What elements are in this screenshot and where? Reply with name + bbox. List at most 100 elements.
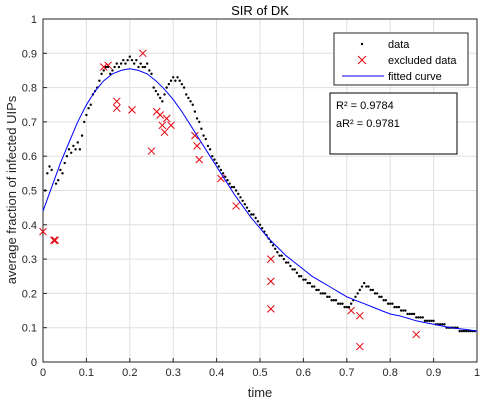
legend: data excluded data fitted curve — [333, 32, 469, 86]
data-point — [421, 316, 424, 319]
x-axis: 0 0.1 0.2 0.3 0.4 0.5 0.6 0.7 0.8 0.9 1 — [40, 358, 480, 379]
data-point — [122, 58, 125, 62]
data-point — [180, 82, 184, 86]
excluded-point — [195, 155, 204, 164]
data-point — [172, 76, 175, 79]
excluded-point — [193, 142, 201, 150]
stats-box: R² = 0.9784 aR² = 0.9781 — [329, 92, 458, 155]
data-point — [193, 110, 197, 113]
data-point — [111, 69, 114, 72]
x-tick-label: 0.8 — [383, 367, 398, 379]
y-tick-label: 0 — [31, 357, 37, 369]
data-point — [282, 257, 286, 261]
data-point — [373, 292, 377, 295]
y-tick-label: 0.4 — [22, 220, 37, 232]
data-point — [423, 319, 427, 323]
data-point — [226, 179, 229, 182]
data-point — [356, 292, 359, 295]
data-point — [323, 292, 327, 295]
data-point — [339, 302, 342, 305]
data-point — [232, 185, 236, 189]
data-point — [354, 295, 357, 299]
data-point — [119, 62, 123, 65]
excluded-point — [266, 277, 275, 286]
data-point — [176, 76, 179, 79]
excluded-series — [39, 49, 421, 351]
data-point — [412, 312, 416, 316]
data-point — [280, 254, 283, 257]
data-point — [128, 55, 131, 58]
data-point — [150, 72, 153, 76]
legend-entry-fitted: fitted curve — [388, 71, 442, 83]
data-point — [191, 103, 194, 106]
data-point — [397, 305, 401, 309]
data-point — [293, 268, 296, 271]
data-point — [349, 302, 353, 305]
data-point — [406, 312, 409, 316]
data-point — [289, 264, 292, 268]
excluded-point — [112, 97, 121, 106]
data-point — [341, 302, 344, 305]
data-point — [43, 189, 47, 192]
excluded-point — [160, 128, 169, 137]
data-point — [371, 288, 375, 292]
legend-entry-data: data — [388, 39, 410, 51]
y-axis: 0 0.1 0.2 0.3 0.4 0.5 0.6 0.7 0.8 0.9 1 — [22, 14, 47, 369]
data-point — [438, 323, 442, 326]
data-point — [326, 295, 329, 299]
data-point — [395, 305, 398, 309]
data-point — [287, 261, 290, 264]
data-point — [399, 309, 403, 312]
data-point — [256, 220, 260, 223]
data-point — [328, 295, 331, 299]
data-point — [83, 120, 86, 124]
y-tick-label: 0.3 — [22, 254, 37, 266]
excluded-point — [232, 202, 240, 210]
adjusted-r-squared: aR² = 0.9781 — [336, 118, 400, 130]
data-point — [321, 292, 325, 295]
excluded-point — [138, 49, 147, 58]
data-point — [408, 312, 411, 316]
data-point — [425, 319, 429, 323]
legend-dot-icon — [360, 42, 364, 46]
legend-box — [333, 32, 469, 86]
data-point — [295, 271, 299, 275]
x-tick-label: 0.1 — [79, 367, 94, 379]
data-point — [404, 309, 407, 312]
data-point — [258, 223, 262, 226]
data-point — [315, 288, 318, 292]
data-point — [115, 62, 118, 65]
x-axis-label: time — [248, 385, 273, 400]
data-point — [367, 285, 370, 288]
data-point — [276, 251, 279, 254]
data-point — [198, 120, 201, 124]
x-tick-label: 1 — [474, 367, 480, 379]
excluded-point — [112, 104, 121, 113]
excluded-point — [51, 236, 60, 245]
data-point — [336, 302, 340, 305]
data-point — [308, 281, 312, 285]
data-point — [215, 161, 218, 165]
x-tick-label: 0 — [40, 367, 46, 379]
data-point — [250, 213, 253, 216]
data-point — [76, 141, 79, 144]
data-point — [382, 299, 385, 302]
data-point — [219, 168, 223, 172]
excluded-point — [147, 147, 156, 155]
excluded-point — [191, 131, 199, 140]
data-point — [195, 117, 199, 120]
data-point — [417, 316, 420, 319]
data-point — [345, 305, 348, 309]
fitted-curve-line — [42, 68, 478, 332]
data-point — [393, 305, 396, 309]
data-point — [291, 268, 294, 271]
data-point — [135, 58, 138, 62]
data-point — [389, 302, 392, 305]
excluded-point — [99, 63, 108, 71]
data-point — [200, 127, 203, 130]
data-point — [237, 192, 240, 196]
data-point — [54, 182, 58, 185]
data-point — [332, 299, 335, 302]
excluded-point — [158, 121, 167, 130]
data-point — [375, 292, 379, 295]
